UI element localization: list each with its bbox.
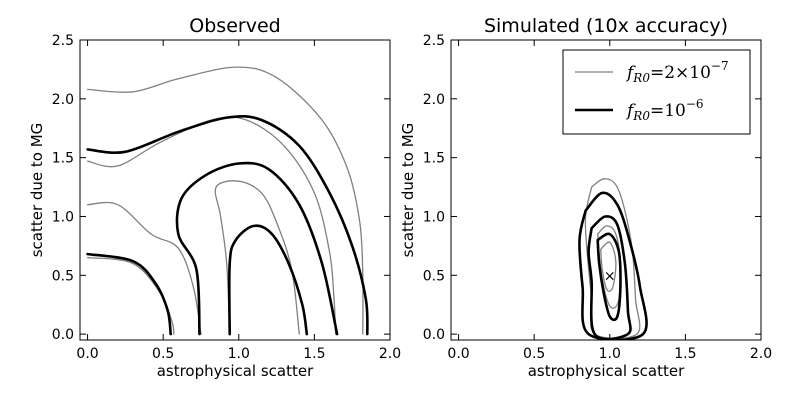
x-tick-label: 1.5 — [303, 346, 325, 362]
contour-fR0_1e-6-0 — [578, 191, 648, 340]
x-tick-label: 0.0 — [76, 346, 98, 362]
legend-label-fR0_1e-6: fR0=10−6 — [625, 97, 704, 123]
contour-fR0_1e-6-0 — [86, 114, 369, 336]
panel-title: Observed — [189, 15, 280, 37]
x-tick-label: 0.5 — [152, 346, 174, 362]
legend-eq: =10 — [650, 101, 686, 121]
x-tick-label: 0.0 — [447, 346, 469, 362]
contour-fR0_1e-6-1 — [86, 252, 172, 336]
panel-observed: Observed 0.0 0.5 1.0 1.5 2.0 0.0 0.5 1.0 1.5 2.0 2.… — [28, 15, 401, 380]
contour-fR0_2e-7-4 — [214, 180, 300, 335]
x-tick-label: 2.0 — [750, 346, 772, 362]
legend-times: ×10 — [675, 63, 711, 83]
legend-sym: f — [625, 101, 636, 121]
contour-fR0_2e-7-1 — [86, 116, 337, 335]
legend-exp: −7 — [711, 59, 729, 73]
legend-box — [562, 49, 751, 135]
panel-simulated: Simulated (10x accuracy) × 0.0 0.5 1.0 1.5 2.0… — [399, 15, 772, 380]
plot-frame — [79, 39, 391, 341]
legend-eq: =2 — [650, 63, 675, 83]
x-tick-label: 1.0 — [228, 346, 250, 362]
y-tick-label: 1.5 — [52, 151, 74, 167]
contour-fR0_1e-6-2 — [596, 232, 622, 322]
y-tick-label: 1.0 — [423, 209, 445, 225]
legend-label-fR0_2e-7: fR0=2×10−7 — [625, 59, 729, 85]
y-tick-label: 0.0 — [423, 327, 445, 343]
y-tick-label: 2.0 — [423, 92, 445, 108]
y-tick-label: 0.0 — [52, 327, 74, 343]
y-axis-label: scatter due to MG — [399, 123, 417, 258]
contour-fR0_1e-6-2 — [175, 161, 339, 336]
contour-fR0_2e-7-0 — [584, 178, 641, 340]
contour-fR0_2e-7-2 — [86, 201, 202, 335]
contour-group — [86, 66, 369, 336]
contour-fR0_2e-7-2 — [600, 241, 617, 292]
contour-group — [578, 178, 648, 340]
y-tick-label: 1.5 — [423, 151, 445, 167]
y-tick-label: 0.5 — [52, 268, 74, 284]
contour-fR0_1e-6-1 — [587, 215, 632, 340]
y-tick-label: 1.0 — [52, 209, 74, 225]
legend-sym: f — [625, 63, 636, 83]
x-tick-label: 2.0 — [379, 346, 401, 362]
y-tick-label: 2.0 — [52, 92, 74, 108]
x-tick-label: 0.5 — [523, 346, 545, 362]
x-tick-label: 1.5 — [674, 346, 696, 362]
y-tick-label: 2.5 — [52, 33, 74, 49]
y-axis-label: scatter due to MG — [28, 123, 46, 258]
legend-sub: R0 — [632, 71, 650, 85]
y-tick-label: 2.5 — [423, 33, 445, 49]
contour-fR0_2e-7-0 — [86, 66, 364, 335]
x-axis-label: astrophysical scatter — [157, 362, 314, 380]
x-axis-label: astrophysical scatter — [528, 362, 685, 380]
legend-exp: −6 — [686, 97, 704, 111]
panel-title: Simulated (10x accuracy) — [484, 15, 728, 37]
x-tick-label: 1.0 — [599, 346, 621, 362]
plot-frame — [450, 39, 762, 341]
contour-fR0_1e-6-3 — [227, 224, 309, 336]
legend-sub: R0 — [632, 109, 650, 123]
y-tick-label: 0.5 — [423, 268, 445, 284]
contour-fR0_2e-7-3 — [86, 256, 175, 335]
true-value-marker: × — [604, 268, 616, 284]
